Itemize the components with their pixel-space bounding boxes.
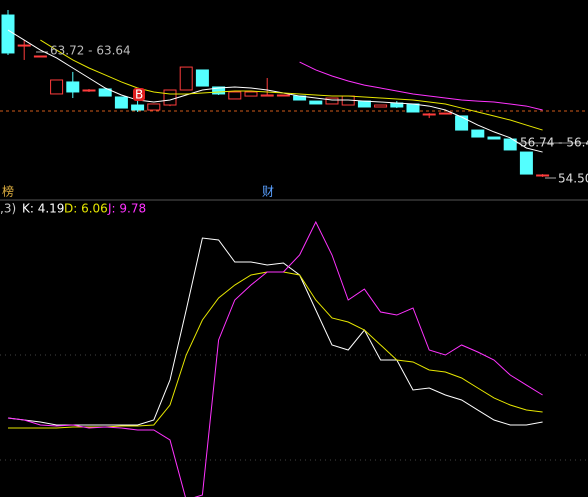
candle-body (1, 14, 15, 54)
legend-entry: J: 9.78 (107, 202, 146, 216)
candle-body (455, 115, 469, 131)
annotation: 56.74 - 56.4 (520, 136, 588, 150)
legend-entry: K: 4.19 (22, 202, 64, 216)
candle-body (276, 94, 290, 97)
labels: 63.72 - 63.64 56.74 - 56.4 54.50 榜 财 B ,3) K: 4… (0, 44, 588, 216)
candle-body (114, 96, 128, 109)
line (8, 271, 543, 429)
signal-badge (133, 88, 145, 101)
indicator-params: ,3) (0, 202, 16, 216)
candle-body (147, 103, 161, 111)
line (40, 39, 543, 131)
candle-body (357, 100, 371, 108)
annotation: 榜 (2, 184, 14, 199)
candle-body (50, 79, 64, 95)
candle-body (163, 89, 177, 106)
annotation: 63.72 - 63.64 (50, 44, 131, 58)
annotation: B (135, 88, 143, 102)
candle-body (309, 100, 323, 105)
candle-body (487, 136, 501, 140)
line (7, 237, 543, 426)
candle-body (244, 91, 258, 97)
candle-body (503, 138, 517, 151)
candle-body (131, 104, 145, 111)
candle-body (228, 91, 242, 100)
candle-body (17, 44, 31, 47)
candle-body (471, 129, 485, 138)
candle-body (179, 66, 193, 91)
candle-body (438, 112, 452, 115)
candle-body (536, 174, 550, 177)
candle-body (195, 69, 209, 87)
line (7, 29, 543, 153)
candle-body (406, 103, 420, 113)
candle-body (260, 94, 274, 97)
price-panel (1, 10, 550, 177)
candle-body (66, 81, 80, 93)
candle-body (33, 55, 47, 58)
candle-body (325, 97, 339, 105)
indicator-panel (7, 220, 543, 497)
candle-body (98, 88, 112, 97)
annotation: 54.50 (558, 172, 588, 186)
legend-entry: D: 6.06 (64, 202, 108, 216)
candle-body (519, 151, 533, 175)
candle-body (82, 89, 96, 92)
annotation: 财 (262, 185, 274, 199)
candle-body (374, 104, 388, 108)
line (7, 220, 543, 497)
line (299, 61, 543, 111)
candle-body (212, 86, 226, 95)
candle-body (422, 113, 436, 116)
